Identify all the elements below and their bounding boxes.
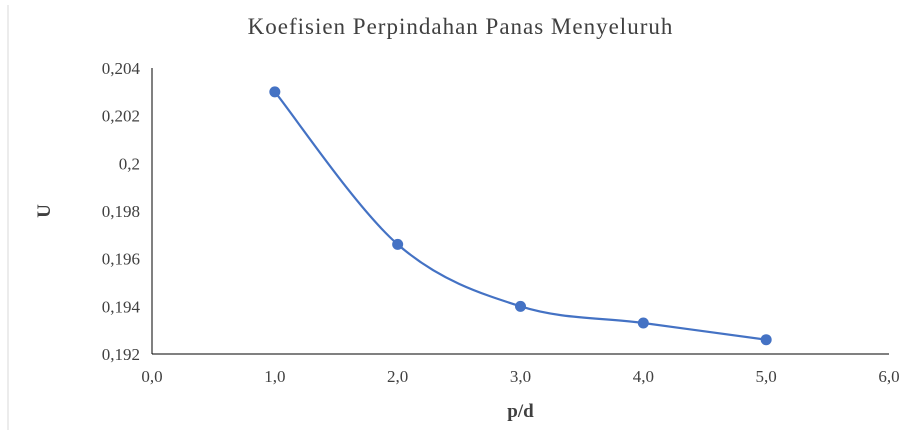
y-tick-label: 0,204 bbox=[102, 59, 141, 78]
y-tick-label: 0,198 bbox=[102, 202, 140, 221]
y-axis-title: U bbox=[34, 204, 55, 218]
x-tick-label: 5,0 bbox=[756, 367, 777, 386]
x-tick-label: 0,0 bbox=[141, 367, 162, 386]
y-tick-label: 0,194 bbox=[102, 297, 141, 316]
data-point bbox=[392, 238, 404, 250]
x-tick-label: 2,0 bbox=[387, 367, 408, 386]
x-tick-label: 3,0 bbox=[510, 367, 531, 386]
x-tick-label: 4,0 bbox=[633, 367, 654, 386]
y-tick-label: 0,196 bbox=[102, 250, 140, 269]
x-axis-title: p/d bbox=[507, 401, 534, 422]
data-point bbox=[269, 86, 281, 98]
data-point bbox=[515, 300, 526, 312]
y-tick-label: 0,192 bbox=[102, 345, 140, 364]
chart-title: Koefisien Perpindahan Panas Menyeluruh bbox=[247, 14, 674, 39]
axes: 0,0 1,0 2,0 3,0 4,0 5,0 6,0 0,192 0,194 0,196 0,19… bbox=[34, 59, 900, 422]
data-point bbox=[760, 334, 772, 346]
x-tick-label: 6,0 bbox=[878, 367, 899, 386]
y-tick-label: 0,2 bbox=[119, 154, 140, 173]
y-tick-label: 0,202 bbox=[102, 107, 140, 126]
x-tick-label: 1,0 bbox=[264, 367, 285, 386]
series bbox=[269, 86, 772, 346]
data-point bbox=[637, 317, 649, 329]
